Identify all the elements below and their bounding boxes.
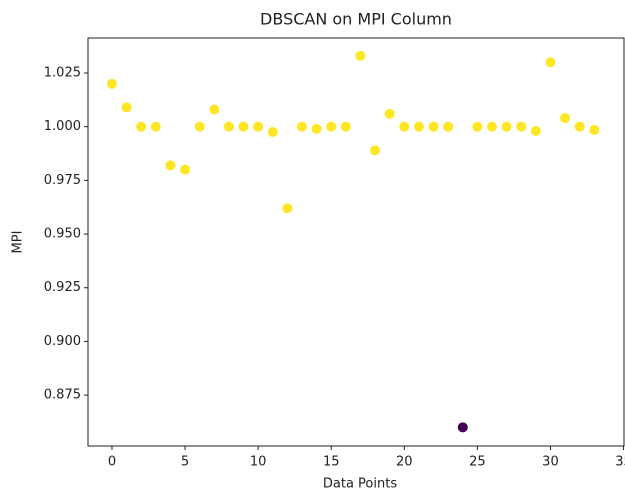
point: [516, 121, 527, 132]
x-tick-label: 25: [469, 455, 486, 470]
point: [180, 164, 191, 175]
point: [326, 121, 337, 132]
point: [501, 121, 512, 132]
point: [560, 113, 571, 124]
y-tick-label: 1.000: [44, 119, 81, 134]
x-tick-label: 0: [108, 455, 116, 470]
point: [428, 121, 439, 132]
point: [574, 121, 585, 132]
point: [413, 121, 424, 132]
point: [311, 123, 322, 134]
point: [296, 121, 307, 132]
point: [223, 121, 234, 132]
point: [472, 121, 483, 132]
point: [136, 121, 147, 132]
y-tick-label: 0.875: [44, 388, 81, 403]
point: [253, 121, 264, 132]
x-tick-label: 35: [615, 455, 625, 470]
point: [457, 422, 468, 433]
point: [150, 121, 161, 132]
point: [545, 57, 556, 68]
x-tick-label: 20: [396, 455, 413, 470]
point: [194, 121, 205, 132]
point: [530, 125, 541, 136]
point: [209, 104, 220, 115]
x-tick-label: 30: [542, 455, 559, 470]
y-tick-label: 0.900: [44, 334, 81, 349]
point: [399, 121, 410, 132]
y-tick-label: 0.950: [44, 227, 81, 242]
x-tick-label: 15: [323, 455, 340, 470]
point: [106, 78, 117, 89]
point: [267, 127, 278, 138]
axes-frame: [87, 37, 625, 447]
point: [238, 121, 249, 132]
y-tick-label: 0.975: [44, 173, 81, 188]
point: [165, 160, 176, 171]
point: [589, 124, 600, 135]
x-tick-label: 10: [250, 455, 267, 470]
y-tick-label: 1.025: [44, 66, 81, 81]
point: [443, 121, 454, 132]
point: [384, 108, 395, 119]
x-axis-label: Data Points: [323, 477, 397, 492]
y-axis-label: MPI: [11, 231, 26, 254]
point: [282, 203, 293, 214]
chart-title: DBSCAN on MPI Column: [260, 10, 452, 29]
point: [121, 102, 132, 113]
point: [486, 121, 497, 132]
point: [370, 145, 381, 156]
point: [340, 121, 351, 132]
point: [355, 50, 366, 61]
y-tick-label: 0.925: [44, 280, 81, 295]
x-tick-label: 5: [181, 455, 189, 470]
